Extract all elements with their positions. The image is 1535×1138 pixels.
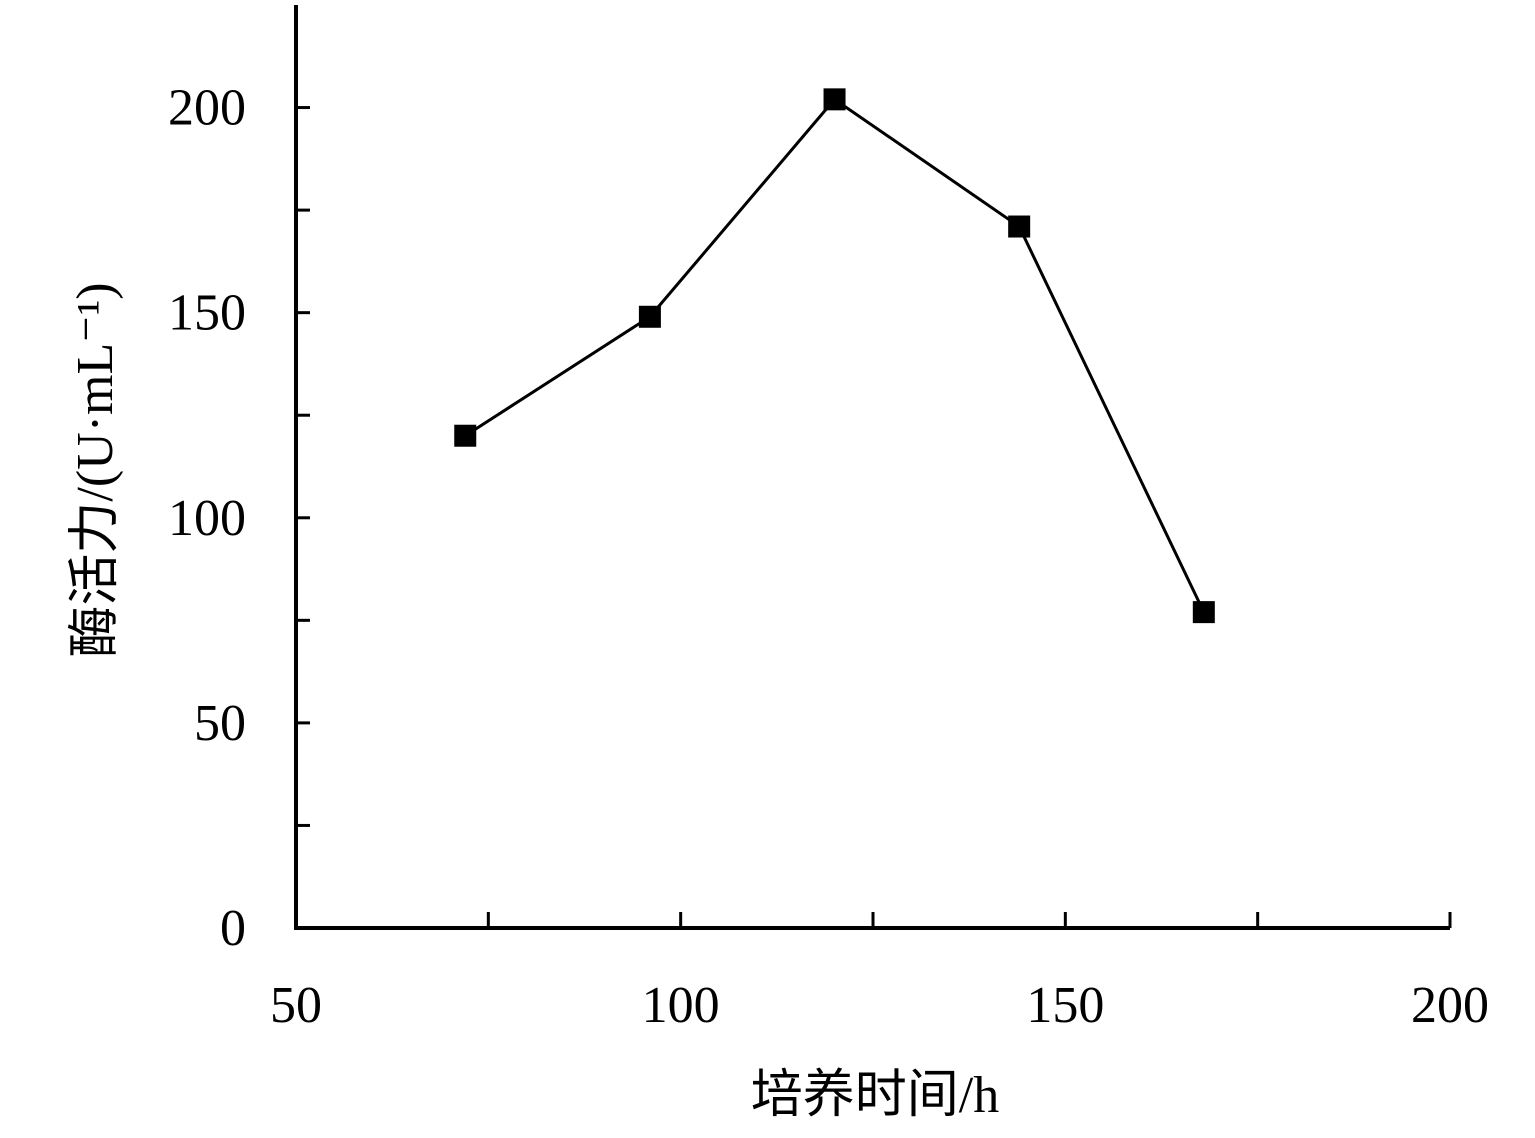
x-tick-label: 200	[1411, 977, 1489, 1034]
y-axis-label: 酶活力/(U·mL⁻¹)	[67, 282, 124, 657]
data-point	[1192, 601, 1215, 624]
data-point	[638, 305, 661, 328]
data-point	[454, 424, 477, 447]
y-tick-label: 150	[168, 285, 246, 342]
y-tick-label: 100	[168, 490, 246, 547]
x-axis-label: 培养时间/h	[751, 1067, 999, 1124]
y-tick-label: 200	[168, 80, 246, 137]
x-tick-label: 150	[1026, 977, 1104, 1034]
data-point	[1008, 215, 1031, 238]
data-line	[464, 97, 1206, 613]
x-tick-label: 50	[270, 977, 322, 1034]
y-tick-label: 0	[220, 900, 246, 957]
x-tick-label: 100	[642, 977, 720, 1034]
data-point	[823, 88, 846, 111]
y-tick-label: 50	[194, 695, 246, 752]
